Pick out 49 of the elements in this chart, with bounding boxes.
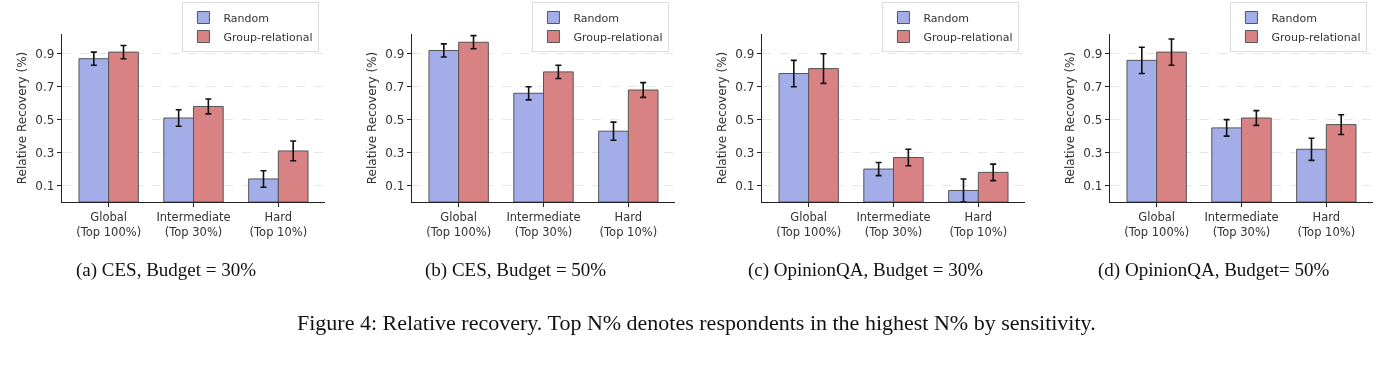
y-tick-label: 0.9: [35, 46, 55, 61]
legend-label: Group-relational: [223, 30, 313, 44]
x-tick-label: Hard (Top 10%): [249, 209, 308, 239]
y-tick-label: 0.5: [35, 112, 55, 127]
caption: Figure 4: Relative recovery. Top N% denotes respondents in the highest N% by sensitivity.: [297, 310, 1096, 335]
y-tick-label: 0.3: [1083, 145, 1103, 160]
x-tick-label: Hard (Top 10%): [1297, 209, 1356, 239]
legend-label: Group-relational: [573, 30, 663, 44]
y-tick-label: 0.9: [1083, 46, 1103, 61]
text: (c) OpinionQA, Budget = 30%: [748, 259, 984, 281]
legend-label: Random: [223, 11, 269, 25]
legend-label: Group-relational: [1271, 30, 1361, 44]
x-tick-label: Intermediate (Top 30%): [506, 209, 581, 239]
y-tick-label: 0.7: [35, 79, 55, 94]
x-tick-label: Hard (Top 10%): [599, 209, 658, 239]
y-tick-label: 0.7: [1083, 79, 1103, 94]
y-tick-label: 0.7: [735, 79, 755, 94]
y-tick-label: 0.5: [1083, 112, 1103, 127]
y-tick-label: 0.1: [1083, 178, 1103, 193]
y-tick-label: 0.9: [385, 46, 405, 61]
y-tick-label: 0.1: [735, 178, 755, 193]
x-tick-label: Global (Top 100%): [776, 209, 842, 239]
y-axis-title: Relative Recovery (%): [14, 51, 29, 185]
y-tick-label: 0.5: [385, 112, 405, 127]
legend-label: Random: [1271, 11, 1317, 25]
x-tick-label: Intermediate (Top 30%): [1204, 209, 1279, 239]
y-tick-label: 0.7: [385, 79, 405, 94]
x-tick-label: Global (Top 100%): [426, 209, 492, 239]
y-axis-title: Relative Recovery (%): [364, 51, 379, 185]
x-tick-label: Global (Top 100%): [76, 209, 142, 239]
x-tick-label: Intermediate (Top 30%): [856, 209, 931, 239]
legend-label: Random: [923, 11, 969, 25]
text: (b) CES, Budget = 50%: [425, 259, 607, 281]
y-tick-label: 0.1: [35, 178, 55, 193]
x-tick-label: Intermediate (Top 30%): [156, 209, 231, 239]
y-tick-label: 0.5: [735, 112, 755, 127]
y-axis-title: Relative Recovery (%): [714, 51, 729, 185]
x-tick-label: Global (Top 100%): [1124, 209, 1190, 239]
y-tick-label: 0.3: [35, 145, 55, 160]
legend-label: Group-relational: [923, 30, 1013, 44]
y-tick-label: 0.1: [385, 178, 405, 193]
y-tick-label: 0.3: [735, 145, 755, 160]
x-tick-label: Hard (Top 10%): [949, 209, 1008, 239]
legend-label: Random: [573, 11, 619, 25]
text: (a) CES, Budget = 30%: [76, 259, 257, 281]
y-tick-label: 0.9: [735, 46, 755, 61]
y-tick-label: 0.3: [385, 145, 405, 160]
y-axis-title: Relative Recovery (%): [1062, 51, 1077, 185]
text: (d) OpinionQA, Budget= 50%: [1098, 259, 1330, 281]
